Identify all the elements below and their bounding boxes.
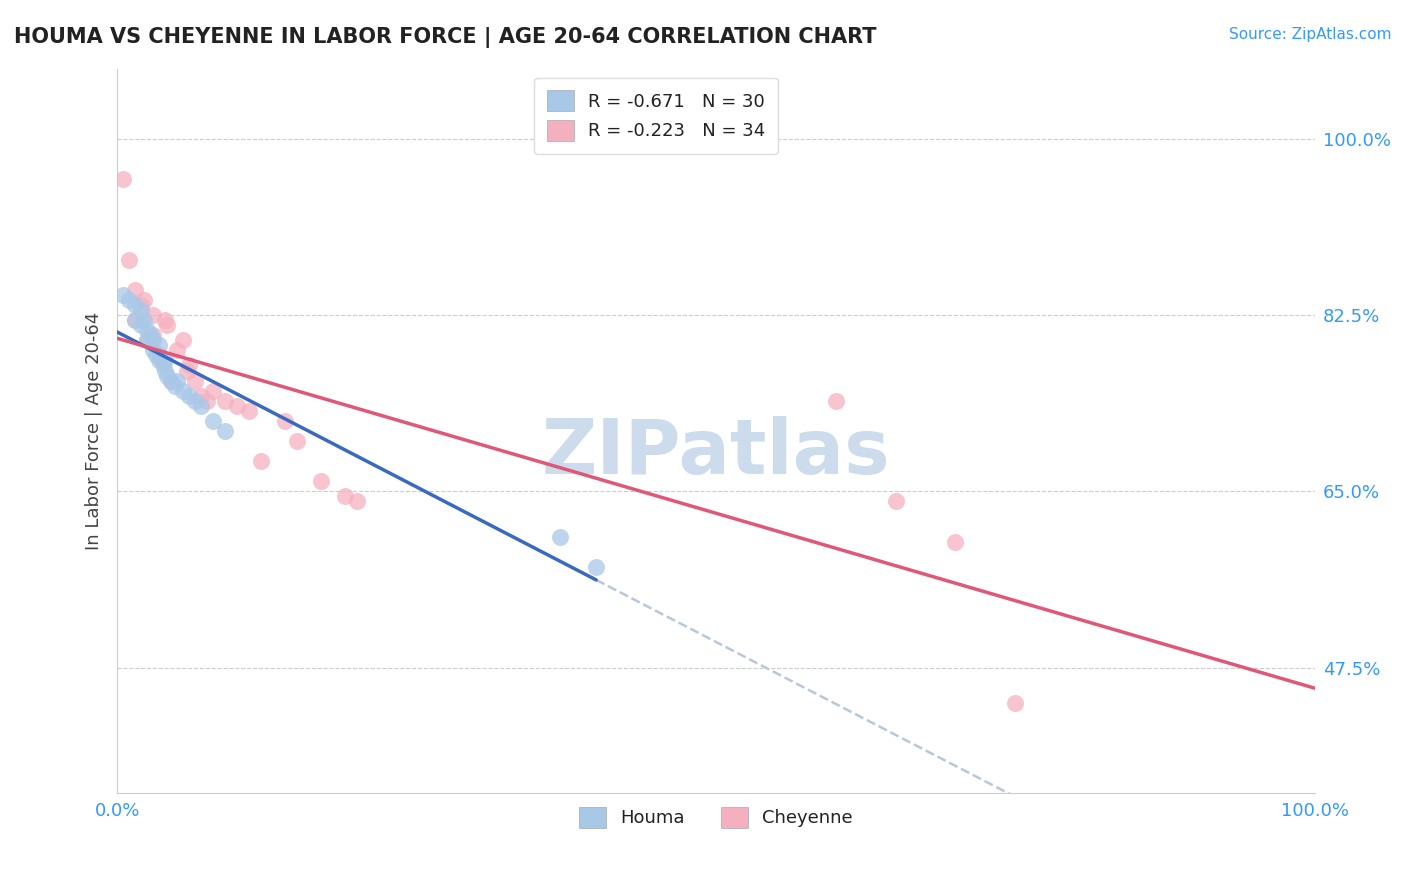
Point: [172, 384, 194, 398]
Point: [142, 343, 165, 358]
Point: [142, 334, 165, 348]
Point: [124, 298, 146, 312]
Point: [250, 454, 273, 468]
Point: [132, 293, 155, 307]
Text: Source: ZipAtlas.com: Source: ZipAtlas.com: [1229, 27, 1392, 42]
Point: [129, 303, 152, 318]
Point: [177, 389, 200, 403]
Point: [118, 252, 141, 267]
Point: [585, 559, 607, 574]
Text: ZIPatlas: ZIPatlas: [541, 416, 890, 490]
Point: [132, 313, 155, 327]
Point: [112, 288, 135, 302]
Point: [124, 283, 146, 297]
Point: [129, 298, 152, 312]
Point: [129, 318, 152, 333]
Point: [136, 323, 159, 337]
Point: [201, 414, 224, 428]
Point: [177, 359, 200, 373]
Point: [884, 494, 907, 508]
Point: [142, 328, 165, 343]
Point: [214, 393, 236, 408]
Point: [156, 318, 179, 333]
Point: [201, 384, 224, 398]
Point: [176, 363, 198, 377]
Point: [124, 313, 146, 327]
Point: [148, 348, 170, 362]
Point: [112, 172, 135, 186]
Point: [136, 334, 159, 348]
Point: [152, 359, 174, 373]
Point: [160, 374, 183, 388]
Point: [166, 374, 188, 388]
Point: [139, 328, 162, 343]
Point: [238, 404, 260, 418]
Point: [148, 338, 170, 352]
Point: [548, 530, 571, 544]
Point: [163, 378, 186, 392]
Point: [145, 348, 167, 362]
Point: [153, 363, 176, 377]
Point: [195, 393, 218, 408]
Point: [160, 374, 183, 388]
Legend: Houma, Cheyenne: Houma, Cheyenne: [572, 800, 860, 835]
Text: HOUMA VS CHEYENNE IN LABOR FORCE | AGE 20-64 CORRELATION CHART: HOUMA VS CHEYENNE IN LABOR FORCE | AGE 2…: [14, 27, 876, 48]
Point: [124, 313, 146, 327]
Point: [153, 353, 176, 368]
Point: [226, 399, 249, 413]
Point: [148, 353, 170, 368]
Point: [184, 374, 207, 388]
Y-axis label: In Labor Force | Age 20-64: In Labor Force | Age 20-64: [86, 312, 103, 550]
Point: [214, 424, 236, 438]
Point: [274, 414, 297, 428]
Point: [190, 389, 212, 403]
Point: [824, 393, 846, 408]
Point: [153, 313, 176, 327]
Point: [1004, 696, 1026, 710]
Point: [346, 494, 368, 508]
Point: [285, 434, 308, 448]
Point: [136, 334, 159, 348]
Point: [333, 489, 356, 503]
Point: [142, 308, 165, 322]
Point: [118, 293, 141, 307]
Point: [190, 399, 212, 413]
Point: [166, 343, 188, 358]
Point: [309, 475, 332, 489]
Point: [945, 534, 967, 549]
Point: [184, 393, 207, 408]
Point: [172, 334, 194, 348]
Point: [156, 368, 179, 383]
